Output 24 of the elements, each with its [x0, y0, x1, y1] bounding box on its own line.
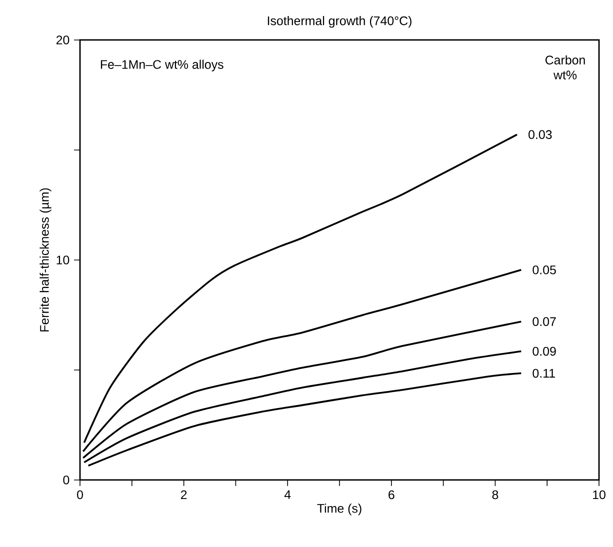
- x-tick-label: 10: [593, 490, 606, 500]
- y-tick-label: 20: [56, 36, 70, 44]
- x-tick-label: 0: [77, 490, 83, 500]
- series-label: 0.11: [532, 368, 555, 378]
- line-series: [82, 268, 522, 452]
- legend-title: Carbon wt%: [545, 55, 585, 80]
- series-label: 0.03: [528, 130, 552, 139]
- x-tick-label: 8: [492, 490, 498, 500]
- x-tick-label: 4: [284, 490, 291, 499]
- series-label: 0.07: [532, 317, 556, 326]
- line-series: [82, 320, 522, 459]
- line-series: [83, 350, 522, 464]
- y-axis-title: Ferrite half-thickness (µm): [40, 188, 52, 332]
- chart-title: Isothermal growth (740°C): [268, 16, 412, 28]
- y-tick-label: 0: [63, 476, 70, 484]
- annotation: Fe–1Mn–C wt% alloys: [100, 60, 224, 72]
- series-label: 0.09: [532, 346, 556, 356]
- x-tick-label: 2: [180, 490, 187, 500]
- line-series: [83, 134, 518, 444]
- series-label: 0.05: [532, 265, 556, 274]
- x-tick-label: 6: [388, 490, 394, 500]
- y-tick-label: 10: [56, 256, 70, 264]
- x-axis-title: Time (s): [317, 504, 362, 516]
- line-series: [87, 372, 522, 467]
